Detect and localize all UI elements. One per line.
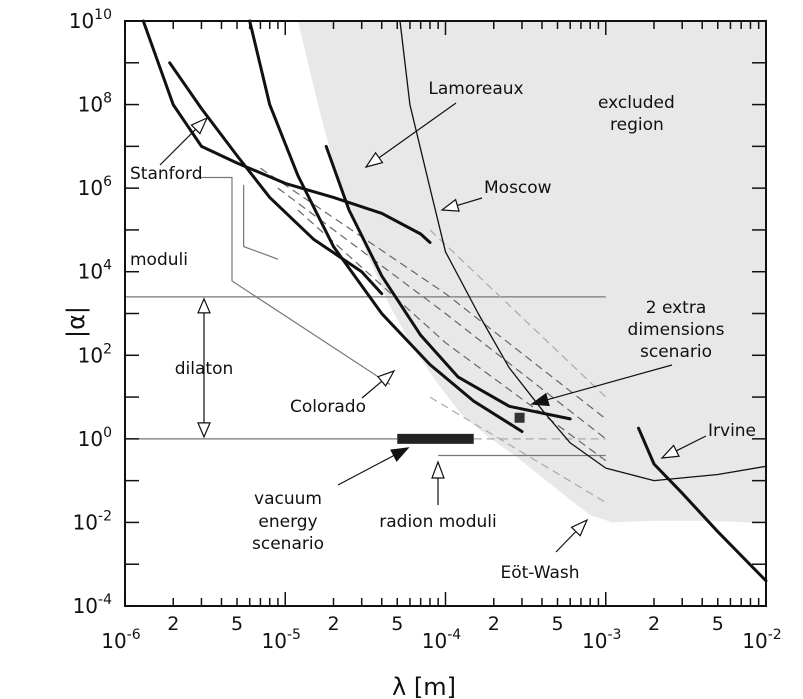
x-minor-label: 2 xyxy=(648,613,660,635)
stanford-arrow xyxy=(159,116,209,166)
curve-colorado xyxy=(324,144,572,421)
x-minor-label: 2 xyxy=(167,613,179,635)
curve-lamoreaux xyxy=(168,61,384,296)
axes xyxy=(124,20,767,607)
scenario-line-4 xyxy=(429,229,607,398)
label-extra-dimensions-2: dimensions xyxy=(628,320,725,340)
y-tick-label: 1010 xyxy=(69,7,112,33)
extra-dimensions-point xyxy=(514,412,525,423)
x-tick-label: 10-3 xyxy=(582,627,621,653)
y-tick-label: 10-2 xyxy=(73,508,112,534)
extra-dimensions-arrow xyxy=(530,364,673,407)
annotation-arrows xyxy=(159,102,707,553)
y-tick-label: 106 xyxy=(78,174,112,200)
label-dilaton: dilaton xyxy=(175,359,234,379)
eot-wash-arrow xyxy=(555,518,589,553)
x-minor-label: 2 xyxy=(327,613,339,635)
scenario-line-1 xyxy=(260,167,607,420)
radion-arrow xyxy=(431,460,445,505)
moscow-arrow xyxy=(440,197,483,212)
annotations: Lamoreaux excluded region Stanford Mosco… xyxy=(130,79,756,583)
label-irvine: Irvine xyxy=(708,421,756,441)
excluded-region xyxy=(297,21,766,524)
label-extra-dimensions-1: 2 extra xyxy=(646,298,707,318)
label-energy: energy xyxy=(258,512,317,532)
label-stanford: Stanford xyxy=(130,164,203,184)
x-axis-label: λ [m] xyxy=(392,673,456,699)
colorado-bracket xyxy=(200,176,391,385)
curve-stanford xyxy=(141,19,432,244)
vacuum-arrow xyxy=(337,447,410,486)
x-minor-label: 5 xyxy=(712,613,724,635)
scenario-line-2 xyxy=(277,187,607,440)
x-minor-label: 5 xyxy=(551,613,563,635)
x-minor-label: 5 xyxy=(231,613,243,635)
y-tick-label: 108 xyxy=(78,91,112,117)
label-eot-wash: Eöt-Wash xyxy=(500,563,579,583)
label-lamoreaux: Lamoreaux xyxy=(428,79,523,99)
label-moscow: Moscow xyxy=(484,178,552,198)
y-tick-label: 10-4 xyxy=(73,592,113,618)
label-extra-dimensions-3: scenario xyxy=(640,342,712,362)
irvine-arrow xyxy=(660,435,707,459)
x-tick-label: 10-4 xyxy=(422,627,462,653)
range-lines xyxy=(125,176,606,457)
x-minor-label: 2 xyxy=(488,613,500,635)
scenario-line-5 xyxy=(429,396,607,504)
x-tick-label: 10-2 xyxy=(742,627,781,653)
colorado-arrow xyxy=(361,369,396,399)
x-minor-label: 5 xyxy=(391,613,403,635)
vacuum-energy-bar xyxy=(397,433,474,444)
curve-moscow xyxy=(248,19,524,433)
curve-e-t-wash xyxy=(637,426,768,583)
x-tick-label: 10-6 xyxy=(101,627,141,653)
label-moduli: moduli xyxy=(130,250,188,270)
label-scenario: scenario xyxy=(252,534,324,554)
label-colorado: Colorado xyxy=(290,397,366,417)
dilaton-arrow-up xyxy=(197,297,211,314)
y-axis-label: |α| xyxy=(62,306,90,338)
stanford-bracket xyxy=(243,184,279,260)
limit-curves xyxy=(141,19,768,583)
label-excluded: excluded xyxy=(598,93,675,113)
lamoreaux-arrow xyxy=(364,102,457,168)
curve-irvine xyxy=(399,20,767,482)
tick-labels: 10-4 10-2 100 102 104 106 108 1010 10-6 10-5 10-4 1… xyxy=(69,7,782,653)
y-tick-label: 100 xyxy=(78,425,112,451)
y-tick-label: 104 xyxy=(78,258,112,284)
x-tick-label: 10-5 xyxy=(262,627,301,653)
dilaton-arrow-down xyxy=(197,422,211,439)
label-radion-moduli: radion moduli xyxy=(379,512,496,532)
label-region: region xyxy=(610,115,664,135)
label-vacuum: vacuum xyxy=(254,489,322,509)
y-tick-label: 102 xyxy=(78,341,112,367)
